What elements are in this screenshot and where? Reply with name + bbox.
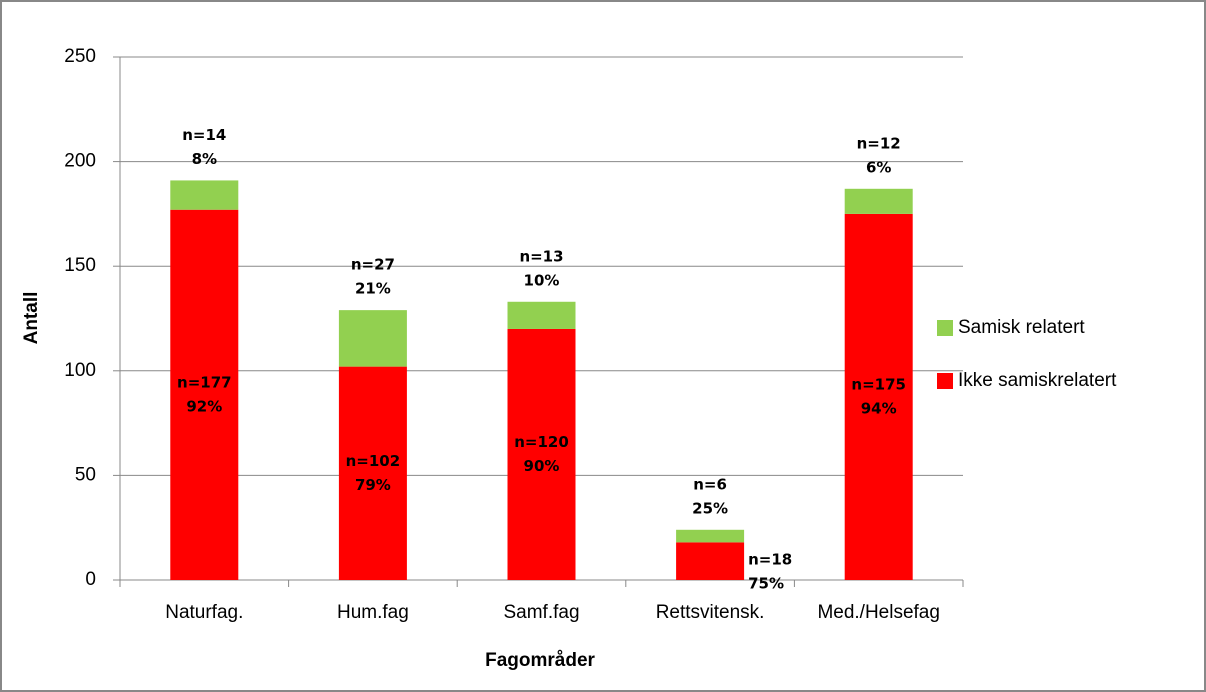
x-axis-label: Fagområder (485, 650, 595, 671)
y-tick-label: 250 (64, 46, 96, 67)
y-tick-label: 100 (64, 360, 96, 381)
share-label: 75% (748, 575, 784, 593)
x-tick-label: Naturfag. (165, 602, 243, 623)
legend-label: Samisk relatert (958, 317, 1085, 338)
x-tick-label: Med./Helsefag (817, 602, 940, 623)
bar-segment (676, 542, 745, 580)
value-label: n=14 (182, 126, 226, 144)
value-label: n=175 (851, 375, 906, 393)
y-axis-label: Antall (21, 292, 42, 345)
share-label: 6% (866, 158, 891, 176)
value-label: n=120 (514, 433, 569, 451)
share-label: 94% (861, 399, 897, 417)
bar-segment (338, 310, 407, 367)
legend-swatch (937, 373, 953, 389)
value-label: n=13 (519, 247, 563, 265)
share-label: 92% (186, 397, 222, 415)
y-tick-label: 50 (75, 464, 96, 485)
bar-segment (676, 529, 745, 543)
value-label: n=102 (346, 452, 401, 470)
bar-segment (338, 366, 407, 580)
value-label: n=177 (177, 373, 232, 391)
share-label: 25% (692, 499, 728, 517)
value-label: n=12 (857, 134, 901, 152)
bar-segment (844, 188, 913, 214)
x-tick-label: Hum.fag (337, 602, 409, 623)
x-tick-label: Rettsvitensk. (656, 602, 765, 623)
legend-label: Ikke samiskrelatert (958, 370, 1117, 391)
x-tick-label: Samf.fag (503, 602, 579, 623)
share-label: 79% (355, 476, 391, 494)
y-tick-label: 200 (64, 151, 96, 172)
y-tick-label: 150 (64, 255, 96, 276)
bar-segment (507, 328, 576, 580)
bar-segment (507, 301, 576, 329)
bar-segment (170, 209, 239, 580)
bar-segment (844, 213, 913, 580)
y-tick-label: 0 (85, 569, 96, 590)
share-label: 8% (192, 150, 217, 168)
share-label: 21% (355, 280, 391, 298)
share-label: 90% (524, 457, 560, 475)
value-label: n=18 (748, 551, 792, 569)
legend-swatch (937, 320, 953, 336)
value-label: n=27 (351, 256, 395, 274)
share-label: 10% (524, 271, 560, 289)
bar-segment (170, 180, 239, 210)
value-label: n=6 (693, 475, 727, 493)
